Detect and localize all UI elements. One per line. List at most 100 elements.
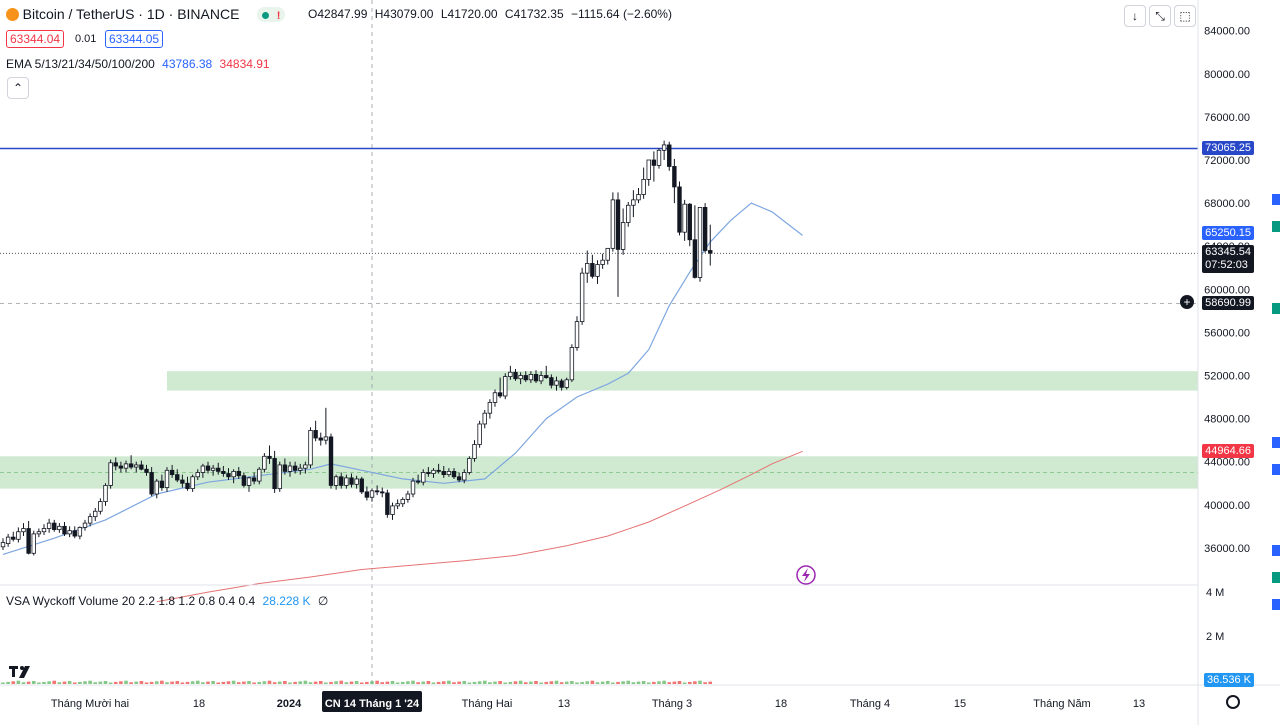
volume-bar [534,681,538,684]
volume-bar [180,682,185,684]
collapse-icon[interactable]: ⤡ [1149,5,1171,27]
volume-bar [88,680,92,684]
volume-bar [575,682,579,684]
volume-bar [693,681,697,684]
candle-body [333,476,339,486]
candle-body [544,375,549,379]
candle-body [236,470,241,477]
volume-bar [564,681,569,684]
price-tick-label: 52000.00 [1204,371,1250,383]
candle-body [523,375,528,381]
volume-bar [185,681,190,684]
candle-body [21,528,26,533]
candle-body [62,525,67,535]
open-label: O [308,7,318,21]
candle-body [503,376,508,397]
time-tick-label: 15 [954,698,966,710]
volume-bar [400,681,405,684]
last-price-value: 63345.54 [1205,246,1251,258]
candle-body [128,463,134,468]
candle-body [487,402,493,414]
volume-bar [67,681,72,684]
side-marker [1272,303,1280,314]
candle-body [11,536,16,540]
candle-body [108,462,113,486]
candle-body [272,458,277,490]
ema-legend[interactable]: EMA 5/13/21/34/50/100/200 43786.38 34834… [6,57,270,71]
volume-bar [421,681,426,684]
price-tick-label: 68000.00 [1204,198,1250,210]
candles [0,140,713,556]
candle-body [5,536,11,544]
candle-body [446,470,452,476]
candle-body [262,455,267,470]
volume-bar [339,680,344,684]
candle-body [31,533,36,554]
volume-legend[interactable]: VSA Wyckoff Volume 20 2.2 1.8 1.2 0.8 0.… [6,594,328,608]
candle-body [226,473,231,478]
bid-button[interactable]: 63344.04 [6,30,65,48]
settings-icon[interactable] [1226,695,1240,709]
candle-body [702,207,708,251]
candle-body [661,144,667,151]
high-value: 43079.00 [383,7,434,21]
volume-bar [124,680,128,684]
lightning-icon[interactable] [796,565,816,585]
candle-body [344,477,349,486]
chevron-up-icon[interactable]: ⌃ [7,77,29,99]
volume-bar [262,681,267,684]
volume-bar [221,681,226,684]
volume-bar [308,682,313,684]
side-marker [1272,221,1280,232]
candle-body [441,470,446,476]
ema-value-long: 34834.91 [219,57,270,71]
time-tick-label: Tháng Hai [462,698,513,710]
candle-body [390,505,395,515]
volume-bar [559,682,564,684]
candle-body [257,468,262,482]
candle-body [16,531,21,540]
volume-bar [616,681,620,684]
open-value: 42847.99 [317,7,368,21]
volume-bar [472,681,477,684]
arrow-down-icon[interactable]: ↓ [1124,5,1146,27]
candle-body [451,470,457,478]
candle-body [0,542,6,548]
volume-bar [452,682,456,684]
candle-body [497,392,503,397]
price-tick-label: 60000.00 [1204,284,1250,296]
volume-bar [303,680,308,684]
ask-button[interactable]: 63344.05 [105,30,164,48]
add-alert-icon[interactable]: + [1180,295,1194,309]
candle-body [574,321,580,348]
volume-bar [626,680,631,684]
price-tick-label: 80000.00 [1204,69,1250,81]
fullscreen-icon[interactable]: ⬚ [1174,5,1196,27]
status-dots[interactable]: ! [257,7,286,22]
candle-body [615,199,621,250]
candle-body [605,247,610,261]
candle-body [472,444,477,459]
volume-bar [380,682,385,684]
candle-body [216,467,221,472]
volume-bar [365,681,369,684]
candle-body [538,375,544,382]
volume-bar [62,681,67,684]
volume-bar [52,680,57,684]
ema-long-price-tag: 44964.66 [1202,444,1254,458]
volume-bar [313,681,318,684]
volume-bar [698,680,702,684]
volume-bar [662,680,666,684]
volume-bar [390,681,395,684]
change-value: −1115.64 (−2.60%) [571,7,672,21]
symbol-title[interactable]: Bitcoin / TetherUS · 1D · BINANCE [22,6,240,22]
volume-bar [329,681,333,684]
crosshair-price-tag: 58690.99 [1202,296,1254,310]
candle-body [318,437,323,441]
volume-bar [37,682,41,684]
candle-body [400,499,405,505]
volume-bar [211,681,215,684]
ema-lines [2,202,803,603]
volume-bar [93,682,98,684]
